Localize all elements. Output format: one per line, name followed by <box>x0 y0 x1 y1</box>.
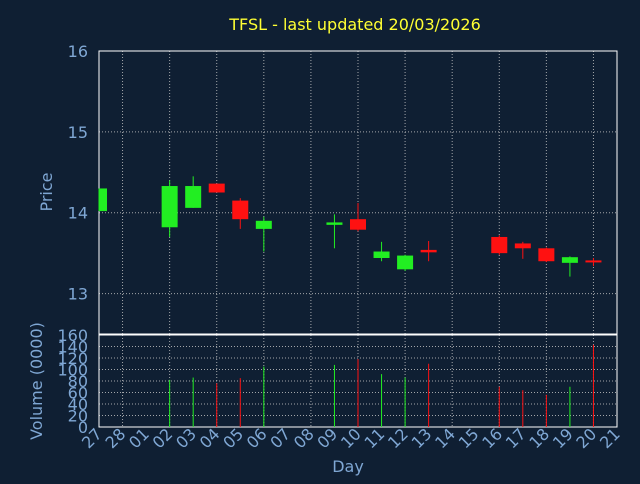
x-axis-label: Day <box>332 457 364 476</box>
candle-body <box>255 220 272 229</box>
price-axis-label: Price <box>37 172 56 211</box>
volume-tick-label: 0 <box>78 418 88 437</box>
candle-body <box>350 219 366 230</box>
volume-tick-label: 160 <box>57 326 88 345</box>
chart-title: TFSL - last updated 20/03/2026 <box>228 15 481 34</box>
volume-tick-label: 120 <box>57 349 88 368</box>
price-tick-label: 13 <box>68 285 88 304</box>
volume-tick-label: 20 <box>68 407 88 426</box>
volume-axis-label: Volume (0000) <box>27 322 46 440</box>
candle-body <box>326 222 343 225</box>
volume-tick-label: 140 <box>57 338 88 357</box>
volume-tick-label: 80 <box>68 372 88 391</box>
candle-body <box>208 183 225 193</box>
candle-body <box>561 257 578 263</box>
price-tick-label: 16 <box>68 42 88 61</box>
candle-body <box>585 260 602 263</box>
candle-body <box>514 243 531 249</box>
candle-body <box>420 249 437 253</box>
candle-body <box>538 248 555 262</box>
candle-body <box>232 200 249 220</box>
axis-labels: 1314151602040608010012014016027280102030… <box>27 15 624 476</box>
volume-bars <box>169 344 594 427</box>
volume-tick-label: 40 <box>68 395 88 414</box>
price-tick-label: 14 <box>68 204 88 223</box>
candle-body <box>491 236 508 254</box>
candle-body <box>99 188 107 212</box>
candle-body <box>161 186 178 228</box>
candle-body <box>397 255 414 270</box>
price-candles <box>98 176 602 277</box>
volume-tick-label: 100 <box>57 361 88 380</box>
x-tick-label: 21 <box>596 424 624 452</box>
volume-tick-label: 60 <box>68 384 88 403</box>
candle-body <box>185 186 202 208</box>
candle-body <box>373 251 390 258</box>
price-tick-label: 15 <box>68 123 88 142</box>
